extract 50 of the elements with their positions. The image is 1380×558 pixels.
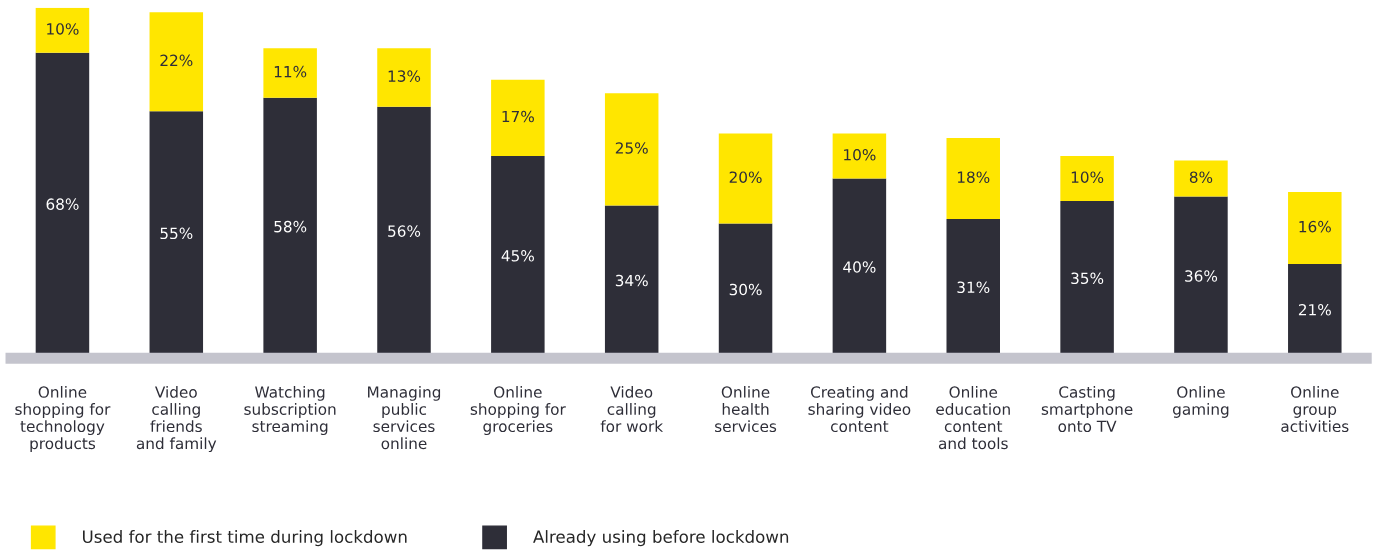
data-label: 8% (1189, 171, 1213, 183)
data-label: 56% (388, 225, 421, 237)
x-tick-label: Online shopping for groceries (470, 386, 566, 436)
data-label: 17% (502, 110, 534, 123)
bar (1060, 156, 1114, 201)
x-tick-label: Online education content and tools (936, 386, 1010, 450)
x-tick-label: Online group activities (1281, 386, 1349, 433)
data-label: 10% (1071, 171, 1104, 183)
x-tick-label: Watching subscription streaming (244, 386, 336, 436)
data-label: 18% (957, 171, 990, 183)
data-label: 35% (1071, 272, 1104, 285)
data-label: 21% (1298, 303, 1331, 316)
bar (491, 79, 545, 157)
data-label: 68% (46, 198, 79, 210)
data-label: 30% (729, 283, 762, 296)
data-label: 20% (729, 171, 762, 183)
bar (35, 7, 90, 53)
data-label: 55% (160, 227, 193, 240)
data-label: 22% (160, 54, 193, 67)
x-tick-label: Online shopping for technology products (15, 386, 111, 453)
x-tick-label: Video calling friends and family (136, 386, 217, 453)
x-tick-label: Managing public services online (368, 386, 441, 450)
bar (377, 48, 431, 107)
x-tick-label: Online health services (715, 386, 777, 433)
bar (604, 93, 659, 206)
bar (263, 48, 317, 98)
data-label: 34% (615, 274, 648, 287)
legend-label: Used for the first time during lockdown (83, 530, 407, 547)
data-label: 13% (388, 70, 421, 82)
bar (946, 138, 1000, 219)
bar (1288, 192, 1342, 264)
bar (832, 133, 887, 179)
data-label: 58% (274, 220, 307, 233)
data-label: 40% (843, 261, 876, 273)
data-label: 10% (47, 23, 79, 35)
x-tick-label: Online gaming (1173, 386, 1229, 418)
legend-label: Already using before lockdown (533, 530, 789, 547)
data-label: 45% (501, 250, 534, 262)
x-tick-label: Video calling for work (600, 386, 664, 433)
data-label: 36% (1185, 270, 1218, 282)
x-tick-label: Creating and sharing video content (808, 386, 911, 433)
data-label: 25% (615, 142, 648, 154)
x-tick-label: Casting smartphone onto TV (1041, 386, 1133, 433)
data-label: 16% (1299, 220, 1331, 233)
bar (149, 12, 204, 112)
bar (718, 133, 773, 224)
data-label: 11% (274, 65, 307, 78)
bar (1174, 160, 1228, 197)
data-label: 31% (957, 281, 990, 294)
data-label: 10% (844, 148, 876, 161)
